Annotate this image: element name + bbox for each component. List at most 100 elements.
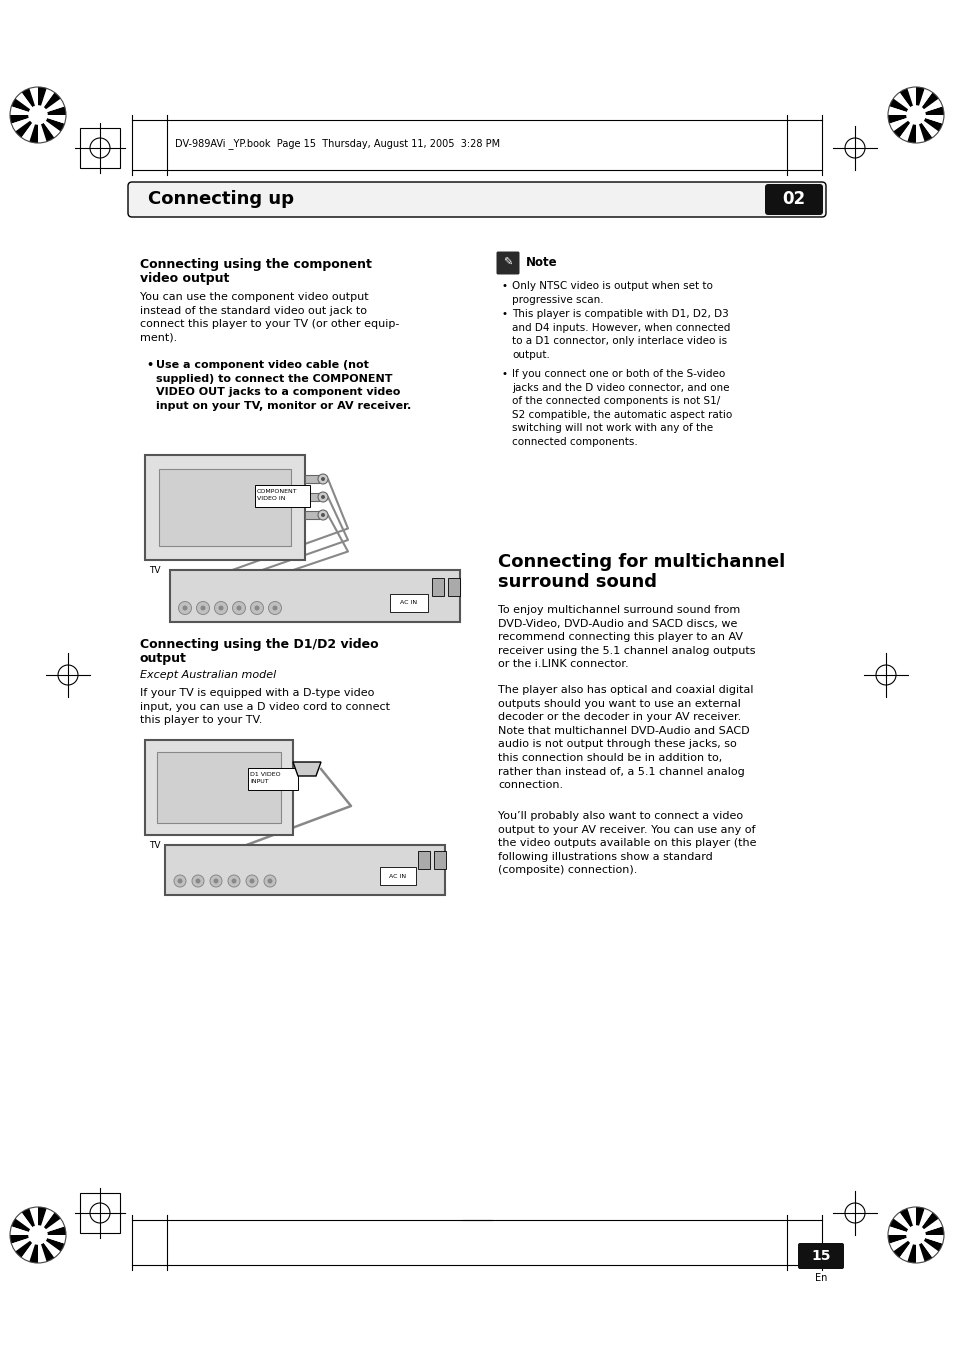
- Wedge shape: [888, 1235, 915, 1251]
- Circle shape: [29, 1225, 48, 1244]
- Text: Except Australian model: Except Australian model: [140, 670, 276, 680]
- Bar: [145, 455, 305, 561]
- Wedge shape: [892, 1235, 915, 1258]
- Circle shape: [233, 601, 245, 615]
- Wedge shape: [906, 86, 915, 115]
- Wedge shape: [906, 1206, 915, 1235]
- Wedge shape: [915, 107, 943, 115]
- Wedge shape: [915, 115, 938, 138]
- Circle shape: [213, 878, 218, 884]
- Circle shape: [317, 492, 328, 503]
- Circle shape: [320, 494, 325, 499]
- Wedge shape: [22, 88, 38, 115]
- Text: This player is compatible with D1, D2, D3
and D4 inputs. However, when connected: This player is compatible with D1, D2, D…: [512, 309, 730, 359]
- Circle shape: [268, 601, 281, 615]
- Wedge shape: [38, 1219, 65, 1235]
- Circle shape: [182, 605, 188, 611]
- Bar: [379, 867, 416, 885]
- Circle shape: [29, 105, 48, 124]
- Text: En: En: [814, 1273, 826, 1283]
- Bar: [434, 851, 446, 869]
- Wedge shape: [38, 1235, 54, 1262]
- Circle shape: [173, 875, 186, 888]
- Wedge shape: [899, 1235, 915, 1262]
- Text: output: output: [140, 653, 187, 665]
- Bar: [390, 594, 428, 612]
- Circle shape: [267, 878, 273, 884]
- Circle shape: [250, 878, 254, 884]
- Wedge shape: [915, 88, 931, 115]
- Wedge shape: [38, 115, 66, 124]
- Wedge shape: [11, 99, 38, 115]
- Wedge shape: [915, 1206, 923, 1235]
- Wedge shape: [892, 1212, 915, 1235]
- Text: Connecting using the D1/D2 video: Connecting using the D1/D2 video: [140, 638, 378, 651]
- Wedge shape: [899, 1208, 915, 1235]
- Bar: [248, 767, 297, 790]
- Wedge shape: [22, 1208, 38, 1235]
- Wedge shape: [38, 1206, 47, 1235]
- Text: •: •: [146, 359, 153, 370]
- Bar: [305, 493, 318, 501]
- Wedge shape: [887, 115, 915, 124]
- Circle shape: [273, 605, 277, 611]
- Circle shape: [320, 513, 325, 517]
- Wedge shape: [915, 1235, 942, 1251]
- Wedge shape: [22, 1235, 38, 1262]
- Circle shape: [905, 1225, 924, 1244]
- Wedge shape: [887, 107, 915, 115]
- Text: video output: video output: [140, 272, 229, 285]
- Text: Connecting up: Connecting up: [148, 190, 294, 208]
- Text: Connecting using the component: Connecting using the component: [140, 258, 372, 272]
- Circle shape: [177, 878, 182, 884]
- Wedge shape: [915, 1235, 923, 1263]
- Text: TV: TV: [149, 566, 160, 576]
- Text: Only NTSC video is output when set to
progressive scan.: Only NTSC video is output when set to pr…: [512, 281, 712, 304]
- Circle shape: [195, 878, 200, 884]
- Circle shape: [200, 605, 205, 611]
- Wedge shape: [915, 115, 923, 143]
- Text: AC IN: AC IN: [389, 874, 406, 878]
- Text: AC IN: AC IN: [400, 600, 417, 605]
- Wedge shape: [915, 92, 938, 115]
- Circle shape: [236, 605, 241, 611]
- Bar: [165, 844, 444, 894]
- Text: Use a component video cable (not
supplied) to connect the COMPONENT
VIDEO OUT ja: Use a component video cable (not supplie…: [156, 359, 411, 411]
- Circle shape: [218, 605, 223, 611]
- Circle shape: [317, 474, 328, 484]
- Text: If your TV is equipped with a D-type video
input, you can use a D video cord to : If your TV is equipped with a D-type vid…: [140, 688, 390, 725]
- Circle shape: [264, 875, 275, 888]
- Circle shape: [254, 605, 259, 611]
- Wedge shape: [887, 1235, 915, 1244]
- Wedge shape: [38, 92, 61, 115]
- Text: surround sound: surround sound: [497, 573, 657, 590]
- Wedge shape: [915, 115, 931, 142]
- Wedge shape: [38, 1235, 47, 1263]
- Wedge shape: [887, 1227, 915, 1235]
- Wedge shape: [892, 92, 915, 115]
- Wedge shape: [899, 115, 915, 142]
- Wedge shape: [10, 1227, 38, 1235]
- Text: ✎: ✎: [503, 258, 512, 267]
- Wedge shape: [906, 1235, 915, 1263]
- Wedge shape: [10, 115, 38, 124]
- Wedge shape: [38, 115, 65, 131]
- Wedge shape: [30, 1235, 38, 1263]
- Wedge shape: [11, 115, 38, 131]
- Text: To enjoy multichannel surround sound from
DVD-Video, DVD-Audio and SACD discs, w: To enjoy multichannel surround sound fro…: [497, 605, 755, 669]
- Wedge shape: [38, 115, 61, 138]
- Wedge shape: [15, 92, 38, 115]
- Text: •: •: [501, 369, 507, 380]
- Circle shape: [196, 601, 210, 615]
- Circle shape: [228, 875, 240, 888]
- Wedge shape: [22, 115, 38, 142]
- Text: TV: TV: [149, 842, 160, 850]
- Wedge shape: [38, 1227, 66, 1235]
- FancyBboxPatch shape: [764, 184, 822, 215]
- Wedge shape: [11, 1235, 38, 1251]
- Wedge shape: [915, 1219, 942, 1235]
- Circle shape: [905, 105, 924, 124]
- FancyBboxPatch shape: [128, 182, 825, 218]
- Text: If you connect one or both of the S-video
jacks and the D video connector, and o: If you connect one or both of the S-vide…: [512, 369, 732, 447]
- Wedge shape: [906, 115, 915, 143]
